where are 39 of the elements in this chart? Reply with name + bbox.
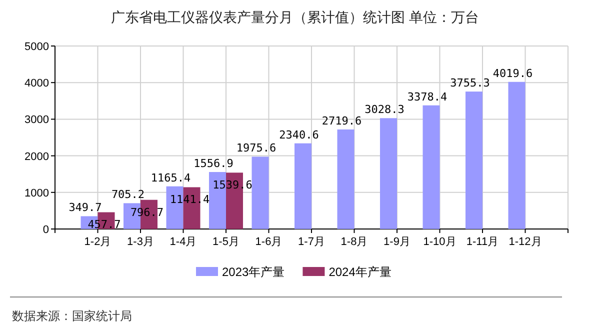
data-label: 1165.4: [150, 171, 191, 184]
data-label: 3755.3: [450, 76, 490, 90]
y-tick-label: 5000: [24, 41, 49, 53]
bar: [422, 105, 440, 229]
y-tick-label: 3000: [24, 114, 49, 126]
y-tick-label: 0: [42, 224, 49, 236]
bar: [508, 82, 526, 229]
data-label: 2340.6: [279, 128, 319, 142]
x-tick-label: 1-6月: [255, 236, 282, 248]
source-note: 数据来源：国家统计局: [12, 309, 132, 323]
data-label: 705.2: [111, 188, 145, 202]
bar: [337, 129, 354, 229]
bar: [466, 92, 482, 229]
data-label: 3378.4: [407, 90, 448, 104]
data-label: 3028.3: [364, 103, 404, 116]
x-tick-label: 1-9月: [384, 236, 410, 248]
x-tick-label: 1-8月: [340, 236, 368, 248]
data-label: 1556.9: [194, 157, 234, 170]
y-tick-label: 4000: [24, 78, 49, 90]
bar: [294, 143, 312, 229]
data-label: 349.7: [68, 201, 102, 214]
chart-title: 广东省电工仪器仪表产量分月（累计值）统计图 单位：万台: [111, 9, 479, 25]
y-tick-label: 1000: [24, 187, 49, 200]
x-tick-label: 1-4月: [170, 236, 197, 248]
x-tick-label: 1-10月: [423, 236, 456, 248]
x-tick-label: 1-12月: [508, 236, 542, 248]
data-label: 1975.6: [236, 142, 276, 155]
x-tick-label: 1-2月: [84, 236, 112, 248]
x-tick-label: 1-7月: [298, 236, 325, 248]
x-tick-label: 1-3月: [127, 236, 154, 248]
legend-label: 2024年产量: [328, 265, 392, 279]
data-label: 4019.6: [492, 66, 533, 80]
data-label: 2719.6: [322, 114, 362, 128]
y-tick-label: 2000: [24, 150, 49, 163]
x-tick-label: 1-5月: [212, 236, 240, 248]
bar: [380, 118, 397, 229]
bar: [252, 156, 269, 229]
legend-label: 2023年产量: [222, 265, 285, 279]
x-tick-label: 1-11月: [466, 236, 499, 248]
